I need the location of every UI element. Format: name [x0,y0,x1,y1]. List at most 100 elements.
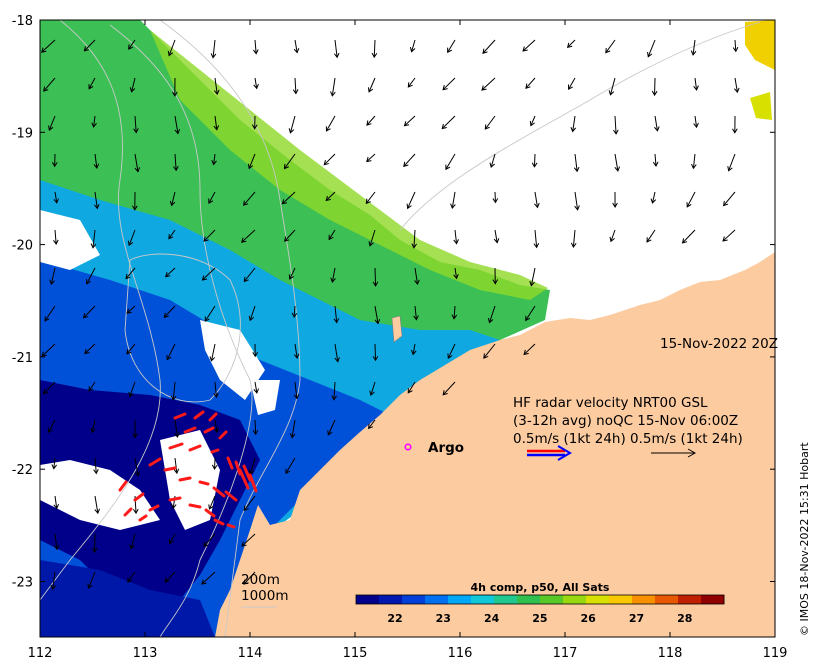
radar-arrow [193,410,205,420]
current-arrow [293,381,300,400]
current-arrow [367,77,376,93]
radar-arrow [138,514,148,522]
current-arrow [87,571,96,589]
y-tick-label: -19 [12,126,33,141]
current-arrow [414,267,420,286]
current-arrow [125,267,136,280]
land-mass [215,252,775,637]
current-arrow [413,305,419,321]
colorbar-segment [425,595,449,604]
current-arrow [334,343,340,363]
current-arrow [612,191,618,209]
hf-radar-vectors [118,410,258,529]
current-arrow [609,229,616,243]
current-arrow [204,305,216,322]
current-arrow [374,305,381,325]
current-arrow [733,77,740,94]
current-arrow [41,39,56,53]
y-tick-label: -22 [12,463,33,478]
current-arrow [133,115,139,134]
current-arrow [48,115,56,132]
colorbar-tick-label: 23 [436,612,451,625]
radar-arrow [198,480,210,486]
current-arrow [91,533,98,553]
current-arrow [451,305,458,320]
current-arrow [43,77,56,92]
current-arrow [614,153,621,172]
current-arrow [173,153,179,172]
radar-arrow [188,503,202,509]
current-arrow [330,77,336,97]
current-arrow [492,191,499,204]
current-arrow [90,229,97,249]
current-arrow [529,267,536,287]
current-arrow [127,229,136,247]
radar-arrow [226,523,236,529]
radar-arrow [118,480,128,492]
current-arrow [289,419,296,439]
current-arrow [333,39,340,59]
current-arrow [325,115,336,132]
current-arrow [570,229,577,249]
current-arrow [481,77,496,91]
current-arrow [570,115,577,133]
colorbar-segment [494,595,518,604]
current-arrow [525,77,536,89]
current-arrow [525,305,536,322]
current-arrow [128,381,136,398]
x-tick-label: 116 [448,646,473,661]
current-arrow [445,153,456,171]
current-arrow [690,39,697,56]
current-arrow [368,229,376,247]
current-arrow [208,191,216,204]
current-arrow [406,191,416,210]
current-vectors [41,39,740,591]
isobath-lines [40,20,761,637]
current-arrow [213,381,219,399]
current-arrow [484,115,496,130]
current-arrow [242,191,256,206]
current-arrow [201,267,216,281]
current-arrow [284,229,296,242]
radar-arrow [213,518,225,526]
current-arrow [44,305,56,322]
x-tick-label: 113 [133,646,158,661]
radar-arrow [183,426,197,434]
legend-line-1: HF radar velocity NRT00 GSL [513,395,708,411]
current-arrow [328,229,336,241]
colorbar-tick-label: 22 [387,612,402,625]
current-arrow [93,457,99,475]
current-arrow [681,229,696,244]
current-arrow [371,39,378,59]
current-arrow [53,191,59,204]
colorbar-segment [586,595,610,604]
current-arrow [129,77,136,93]
radar-arrow [148,457,162,467]
colorbar-tick-label: 25 [532,612,547,625]
cloud-gap [200,320,265,400]
cloud-gap [160,430,220,530]
colorbar-frame [355,594,725,605]
current-arrow [169,191,176,207]
current-arrow [50,571,57,591]
current-arrow [93,153,100,170]
current-arrow [407,77,416,88]
current-arrow [369,381,376,397]
colorbar-segment [379,595,403,604]
legend-arrow-hf-radar [527,445,572,461]
current-arrow [366,115,376,126]
current-arrow [693,115,699,129]
current-arrow [489,153,496,169]
colorbar-segment [609,595,633,604]
current-arrow [83,39,96,52]
current-arrow [574,191,580,211]
current-arrow [165,267,176,278]
current-arrow [652,153,659,167]
current-arrow [213,115,220,131]
current-arrow [732,115,738,134]
current-arrow [487,305,496,324]
current-arrow [522,39,536,52]
current-arrow [686,191,696,208]
radar-arrow [188,444,202,452]
current-arrow [722,229,736,242]
